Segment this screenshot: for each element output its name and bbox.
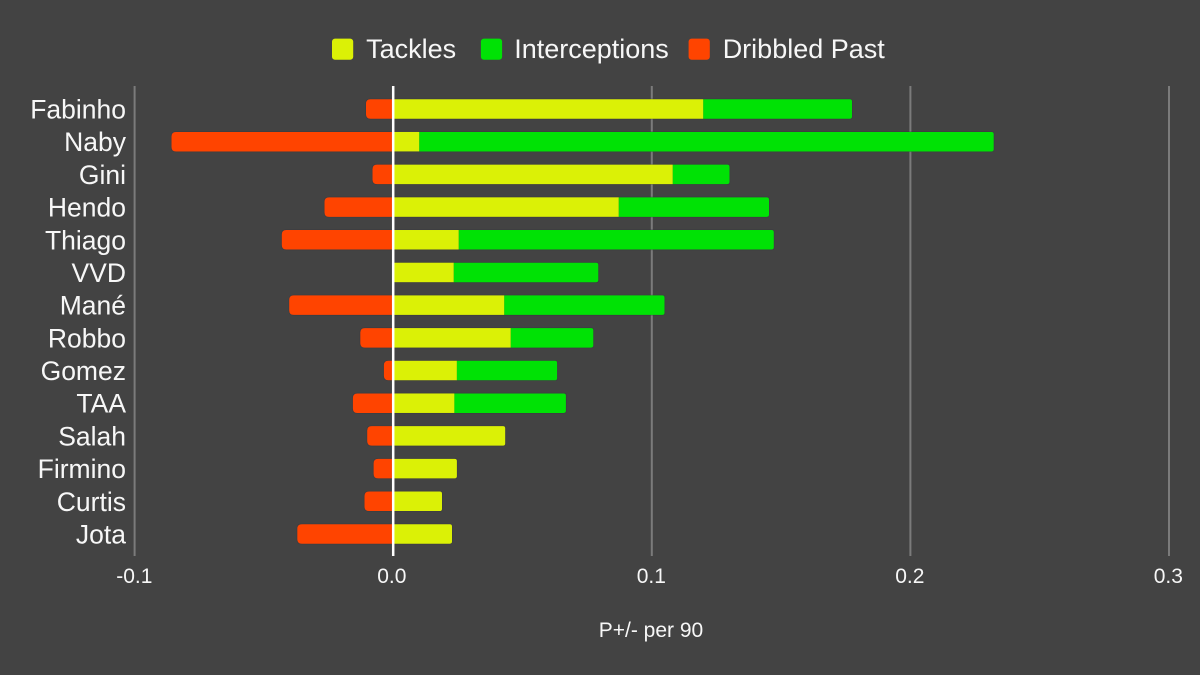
svg-text:Robbo: Robbo xyxy=(48,323,126,353)
svg-text:Hendo: Hendo xyxy=(48,193,126,223)
svg-text:Mané: Mané xyxy=(60,291,126,321)
svg-text:0.0: 0.0 xyxy=(377,565,406,588)
svg-text:Gomez: Gomez xyxy=(41,356,126,386)
svg-text:Interceptions: Interceptions xyxy=(514,34,669,64)
svg-text:P+/- per 90: P+/- per 90 xyxy=(599,619,703,642)
svg-text:Gini: Gini xyxy=(79,160,126,190)
svg-text:VVD: VVD xyxy=(72,258,127,288)
svg-text:0.1: 0.1 xyxy=(637,565,666,588)
svg-text:-0.1: -0.1 xyxy=(116,565,152,588)
svg-text:Naby: Naby xyxy=(64,127,127,157)
svg-text:Curtis: Curtis xyxy=(57,487,126,517)
svg-text:0.2: 0.2 xyxy=(895,565,924,588)
svg-text:TAA: TAA xyxy=(76,389,126,419)
svg-text:Dribbled Past: Dribbled Past xyxy=(723,34,886,64)
svg-text:Firmino: Firmino xyxy=(38,454,126,484)
svg-text:Salah: Salah xyxy=(58,421,126,451)
svg-text:Tackles: Tackles xyxy=(366,34,456,64)
svg-text:Jota: Jota xyxy=(76,520,126,550)
svg-text:0.3: 0.3 xyxy=(1154,565,1183,588)
svg-text:Thiago: Thiago xyxy=(45,225,126,255)
svg-text:Fabinho: Fabinho xyxy=(30,95,126,125)
